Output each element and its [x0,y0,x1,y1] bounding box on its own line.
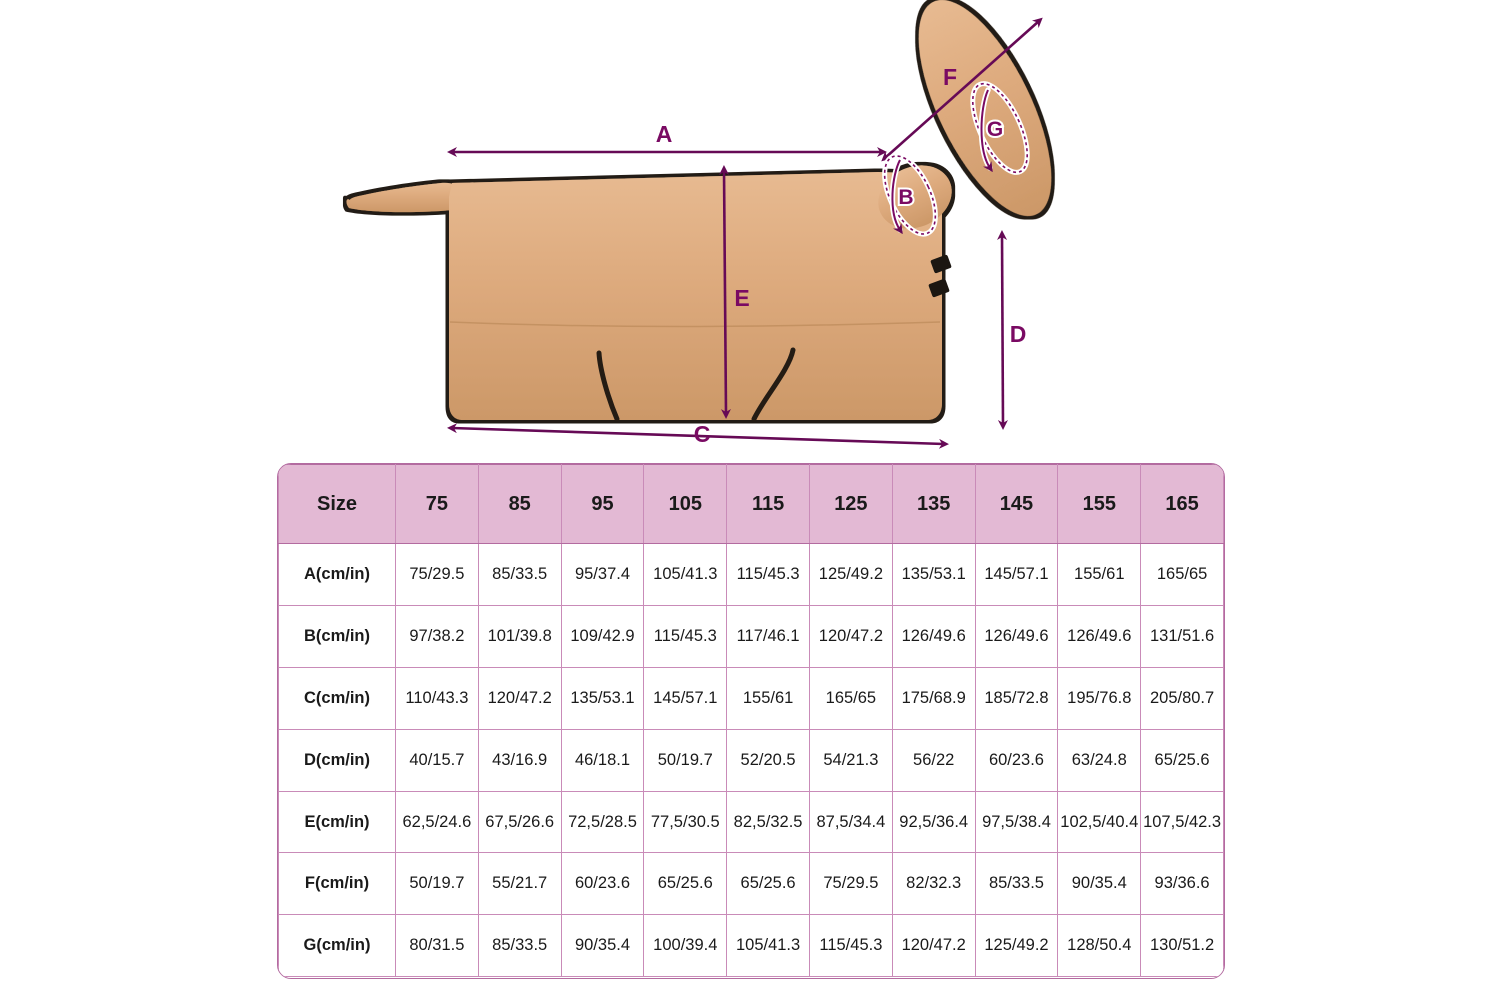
svg-text:D: D [1010,321,1027,347]
svg-text:E: E [734,285,749,311]
svg-text:F: F [943,64,957,90]
svg-text:G: G [987,118,1003,141]
svg-text:C: C [694,421,711,447]
svg-text:A: A [656,121,673,147]
svg-text:B: B [898,186,913,209]
